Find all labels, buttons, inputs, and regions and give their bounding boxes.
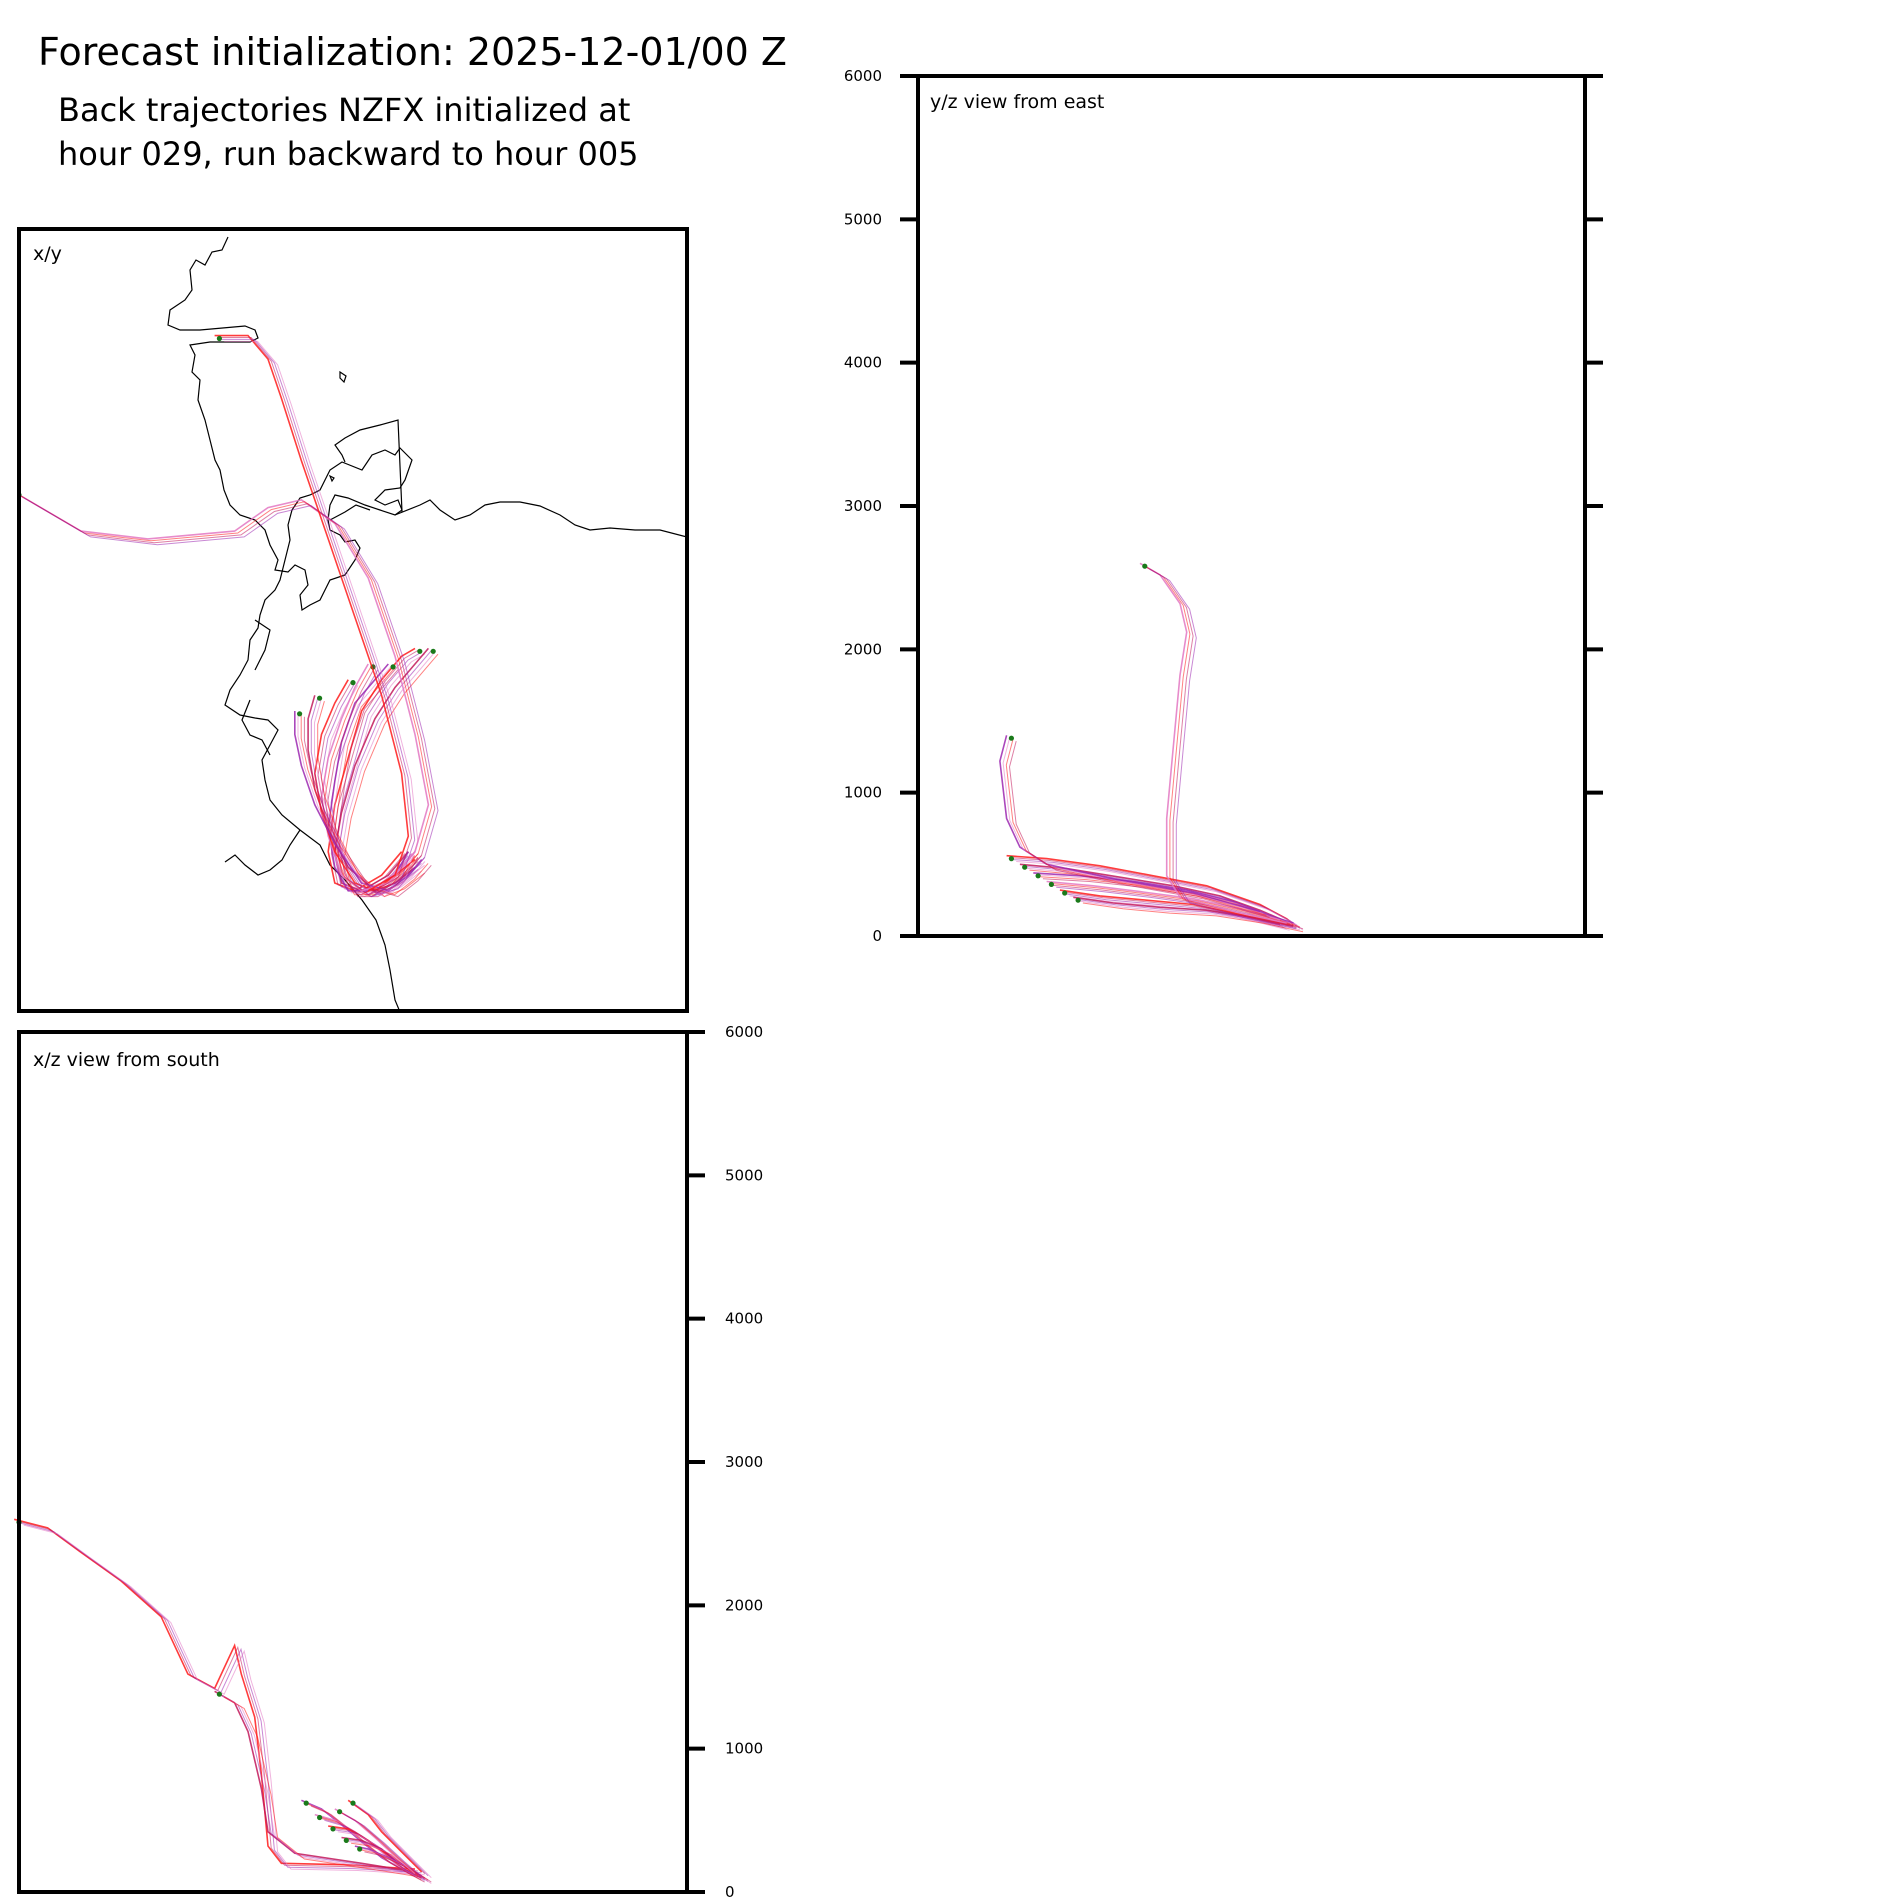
trajectory-start-marker [350, 680, 356, 686]
trajectory-start-marker [1035, 873, 1041, 879]
trajectory-line [1082, 902, 1304, 933]
xy-trajectories [19, 334, 439, 898]
trajectory-line [317, 700, 425, 898]
trajectory-start-marker [317, 695, 323, 701]
y-tick-label: 5000 [844, 210, 882, 228]
figure-title: Forecast initialization: 2025-12-01/00 Z [38, 30, 787, 74]
trajectory-line [224, 340, 419, 898]
trajectory-line [23, 1524, 425, 1876]
trajectory-line [310, 1805, 425, 1883]
trajectory-start-marker [303, 1800, 309, 1806]
y-tick-label: 0 [872, 927, 882, 945]
xy-coastline [167, 236, 687, 1011]
trajectory-line [14, 1518, 416, 1870]
y-tick-label: 1000 [725, 1740, 763, 1758]
trajectory-line [297, 712, 426, 894]
trajectory-line [214, 334, 410, 892]
y-tick-label: 3000 [725, 1453, 763, 1471]
trajectory-line [20, 1522, 422, 1874]
island [339, 370, 347, 384]
trajectory-line [300, 714, 429, 896]
trajectory-start-marker [1008, 735, 1015, 741]
trajectory-line [294, 711, 423, 892]
trajectory-line [19, 494, 433, 894]
trajectory-line [364, 1851, 432, 1883]
trajectory-start-marker [1048, 881, 1054, 888]
trajectory-line [1146, 566, 1294, 928]
trajectory-line [1139, 562, 1287, 924]
trajectory-start-marker [1022, 864, 1028, 870]
xy-panel: x/y [17, 227, 689, 1013]
y-tick-label: 4000 [844, 354, 882, 372]
coastline-north-shore [334, 419, 687, 538]
y-tick-label: 6000 [844, 67, 882, 85]
y-tick-label: 4000 [725, 1310, 763, 1328]
y-tick-label: 6000 [725, 1023, 763, 1041]
trajectory-start-marker [216, 1691, 222, 1697]
yz-trajectories [999, 562, 1304, 933]
trajectory-line [357, 1805, 432, 1879]
xz-frame [17, 1030, 689, 1894]
trajectory-start-marker [350, 1800, 356, 1806]
trajectory-start-marker [390, 664, 396, 670]
trajectory-line [19, 493, 430, 892]
islet [328, 474, 335, 483]
y-tick-label: 2000 [725, 1596, 763, 1614]
trajectory-start-marker [337, 1809, 343, 1815]
yz-frame [916, 74, 1587, 938]
xz-panel: 0 1000 2000 3000 4000 5000 6000 x/z view from … [14, 1023, 763, 1900]
figure-subtitle: Back trajectories NZFX initialized at ho… [58, 88, 778, 176]
trajectory-line [1049, 882, 1284, 923]
xz-panel-label: x/z view from south [33, 1049, 220, 1071]
trajectory-start-marker [430, 648, 436, 654]
trajectory-start-marker [1062, 890, 1068, 896]
trajectory-line [1149, 568, 1297, 930]
trajectory-start-marker [330, 1826, 336, 1832]
trajectory-start-marker [417, 648, 423, 654]
subtitle-line-1: Back trajectories NZFX initialized at [58, 91, 631, 129]
trajectory-line [217, 337, 413, 894]
trajectory-start-marker [1008, 856, 1015, 862]
trajectory-line [221, 338, 416, 896]
trajectory-line [1005, 739, 1267, 916]
xy-frame [17, 227, 689, 1013]
trajectory-line [223, 1696, 425, 1879]
trajectory-line [1142, 564, 1291, 926]
trajectory-start-marker [343, 1837, 349, 1843]
trajectory-line [214, 1690, 416, 1873]
trajectory-line [1033, 872, 1294, 924]
yz-y-axis: 0 1000 2000 3000 4000 5000 6000 [844, 67, 1603, 945]
trajectory-start-marker [1075, 897, 1081, 903]
trajectory-line [20, 495, 436, 896]
coastline-bay [224, 504, 371, 876]
trajectory-line [1052, 884, 1287, 925]
trajectory-line [23, 497, 439, 898]
y-tick-label: 3000 [844, 497, 882, 515]
subtitle-line-2: hour 029, run backward to hour 005 [58, 135, 639, 173]
yz-panel-label: y/z view from east [930, 91, 1104, 113]
y-tick-label: 2000 [844, 640, 882, 658]
trajectory-line [343, 653, 439, 898]
trajectory-line [1008, 740, 1270, 918]
y-tick-label: 0 [725, 1883, 735, 1900]
trajectory-line [220, 1694, 422, 1877]
trajectory-start-marker [297, 711, 303, 717]
xz-y-axis: 0 1000 2000 3000 4000 5000 6000 [687, 1023, 763, 1900]
y-tick-label: 5000 [725, 1166, 763, 1184]
coastline [167, 236, 413, 1011]
trajectory-line [344, 1814, 425, 1880]
trajectory-start-marker [1142, 563, 1148, 569]
trajectory-start-marker [216, 335, 222, 342]
xy-panel-label: x/y [33, 243, 62, 265]
trajectory-start-marker [317, 1814, 323, 1821]
y-tick-label: 1000 [844, 784, 882, 802]
yz-panel: 0 1000 2000 3000 4000 5000 6000 y/z view from … [844, 67, 1603, 945]
trajectory-line [303, 716, 432, 898]
trajectory-line [320, 663, 416, 892]
xz-trajectories [14, 1518, 432, 1884]
trajectory-line [217, 1692, 419, 1875]
trajectory-start-marker [357, 1846, 363, 1852]
trajectory-line [1002, 737, 1264, 914]
